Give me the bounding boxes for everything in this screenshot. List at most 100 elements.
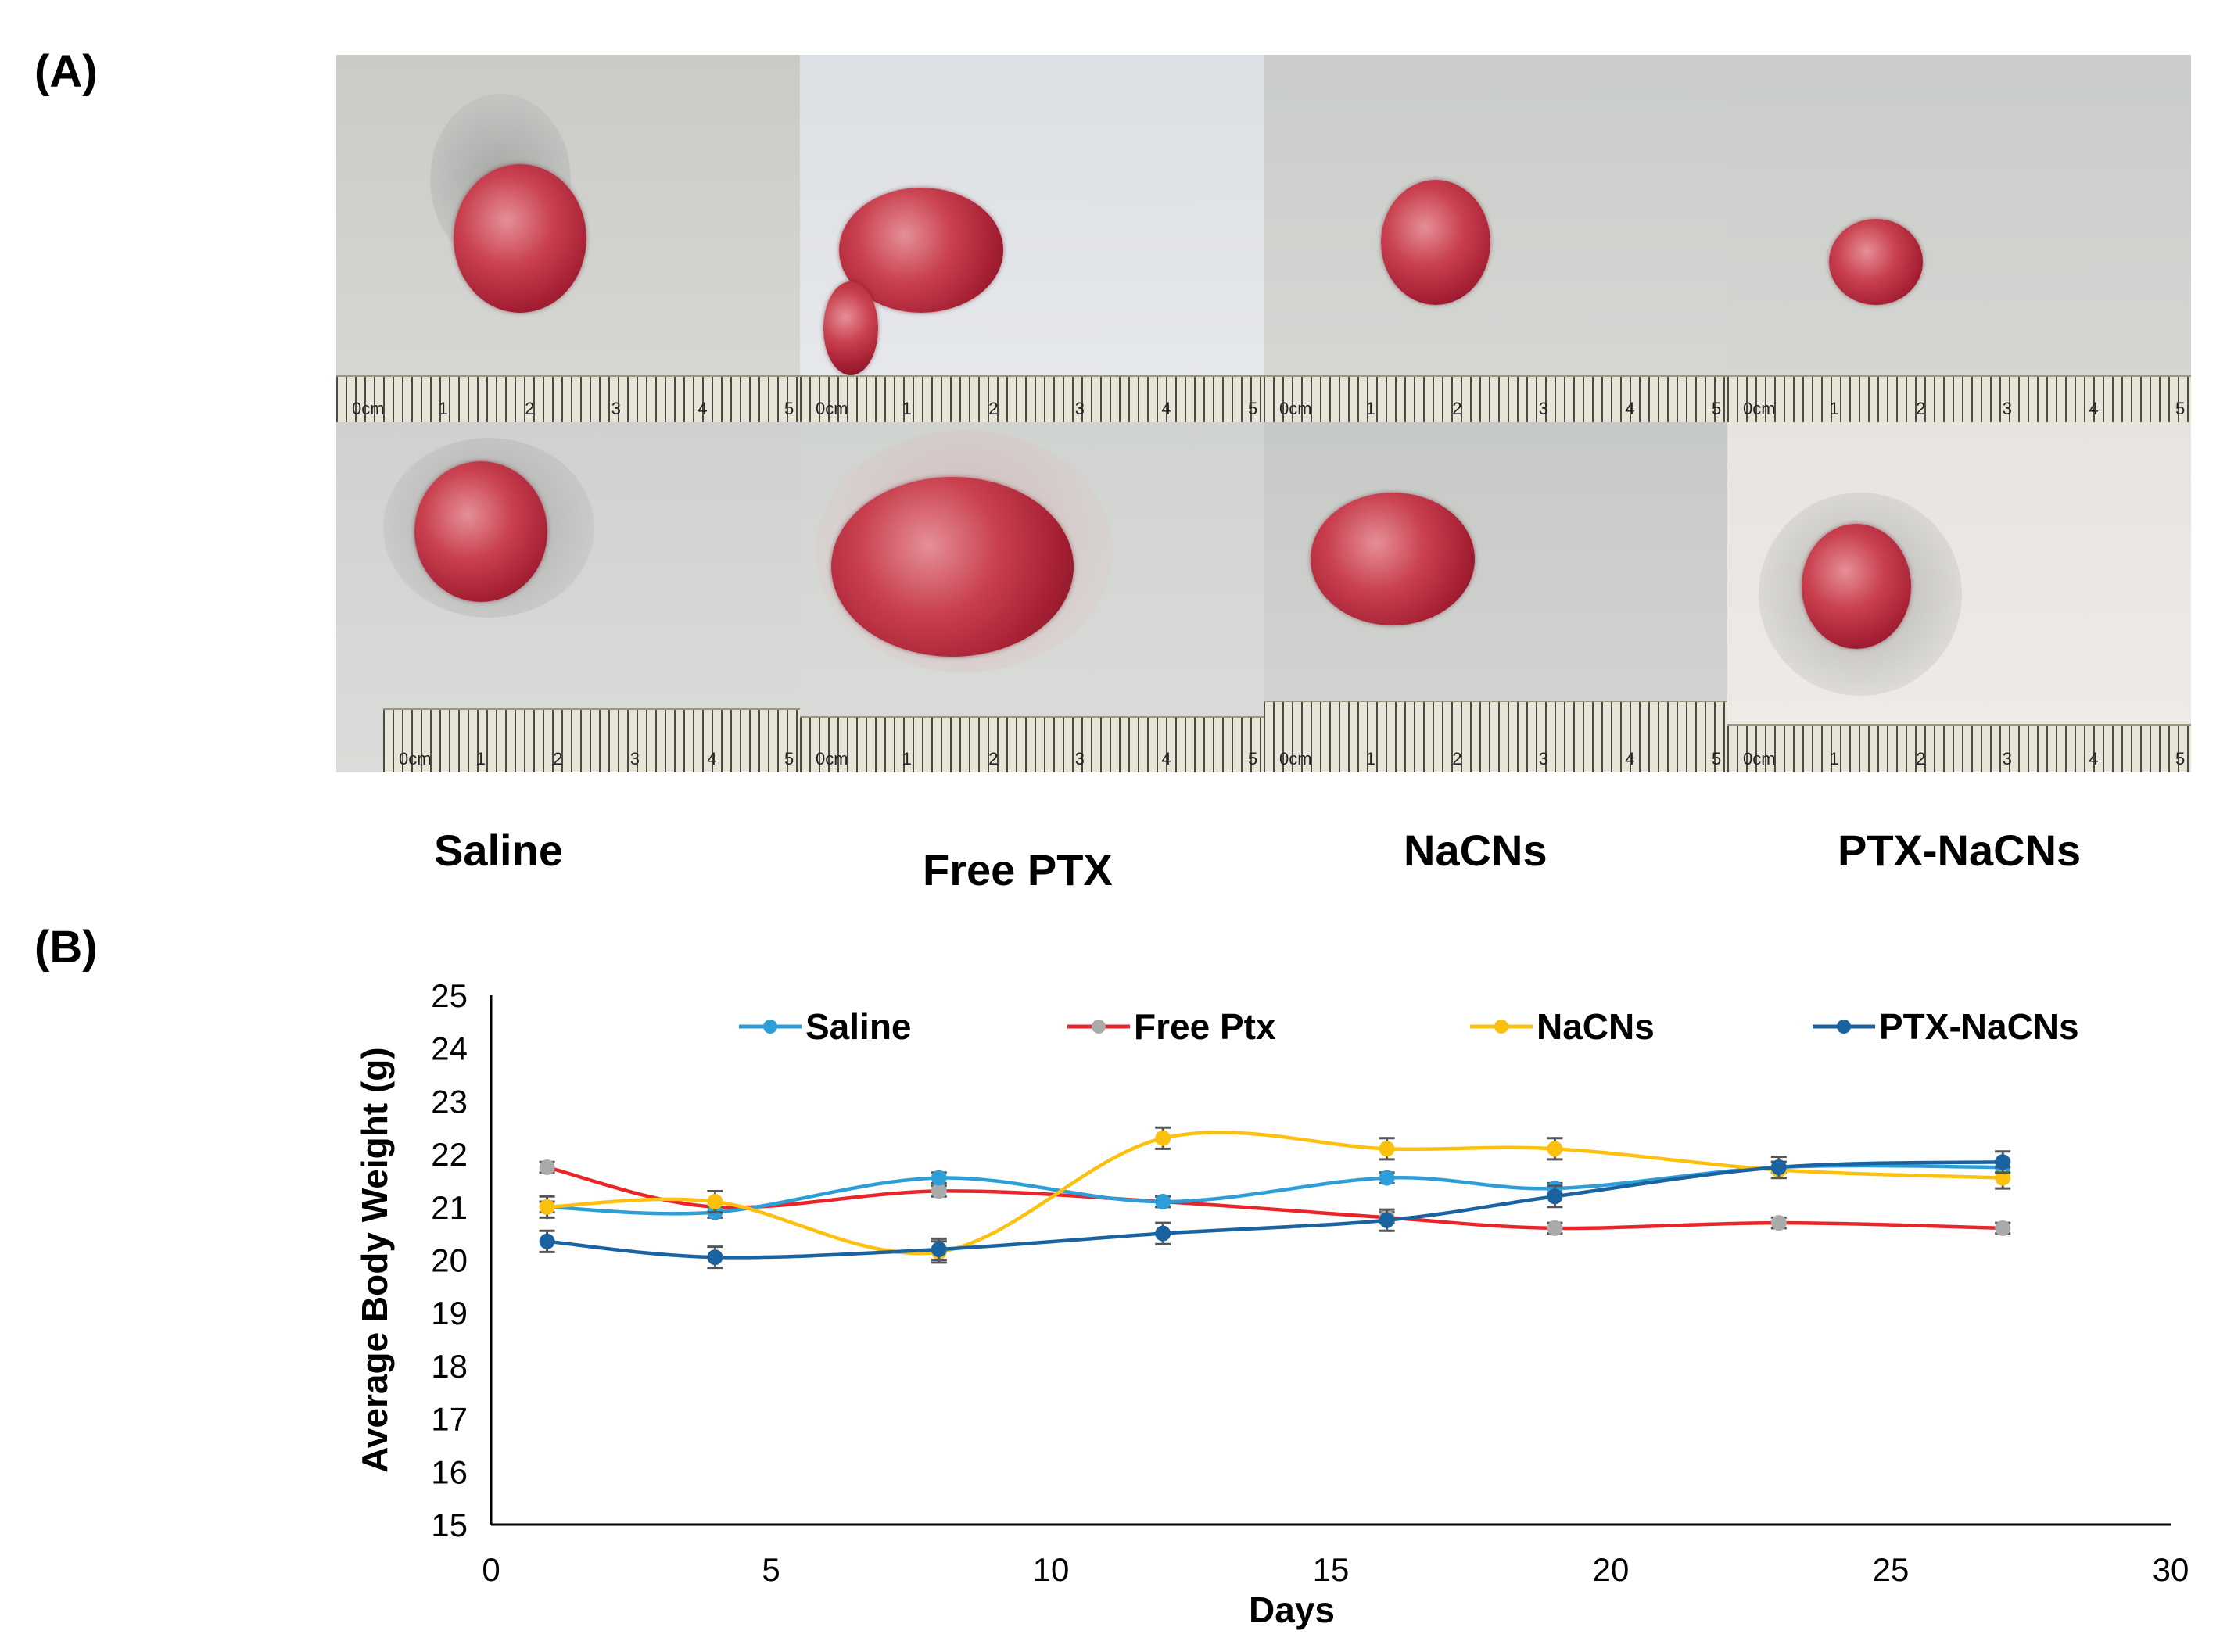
legend-label-free-ptx: Free Ptx (1134, 1006, 1276, 1047)
ruler-number: 1 (1365, 749, 1375, 769)
photo-ptx-nacns-1: 0cm 1 2 3 4 5 (1727, 55, 2191, 422)
ruler-number: 5 (1248, 399, 1258, 418)
ruler-number: 0cm (352, 399, 385, 418)
tumor-image (414, 461, 547, 602)
y-axis-title: Average Body Weight (g) (354, 1047, 395, 1472)
ruler-number: 0cm (816, 749, 848, 769)
group-label-saline: Saline (434, 826, 563, 875)
ruler-number: 2 (1916, 749, 1926, 769)
group-label-free-ptx: Free PTX (923, 845, 1113, 894)
ruler-number: 5 (2175, 399, 2186, 418)
data-point-ptx-nacns (1995, 1154, 2011, 1170)
ruler-number: 1 (902, 399, 912, 418)
data-point-saline (1379, 1170, 1395, 1186)
x-tick-label: 25 (1873, 1551, 1910, 1588)
data-point-free-ptx (1995, 1220, 2011, 1236)
data-point-ptx-nacns (539, 1233, 555, 1249)
y-tick-label: 17 (431, 1401, 468, 1438)
legend-marker-free-ptx (1092, 1020, 1106, 1034)
ruler-number: 3 (1074, 399, 1085, 418)
ruler-number: 5 (784, 749, 794, 769)
ruler: 0cm 1 2 3 4 5 (1264, 701, 1727, 772)
ruler-number: 1 (475, 749, 486, 769)
ruler-number: 0cm (399, 749, 432, 769)
ruler-number: 4 (1625, 749, 1635, 769)
y-tick-label: 25 (431, 977, 468, 1014)
data-point-ptx-nacns (931, 1241, 947, 1257)
ruler-number: 2 (1916, 399, 1926, 418)
ruler-number: 2 (988, 749, 999, 769)
ruler-number: 1 (1829, 749, 1839, 769)
legend-marker-ptx-nacns (1837, 1020, 1851, 1034)
ruler-number: 1 (902, 749, 912, 769)
x-axis-title: Days (1249, 1589, 1335, 1630)
ruler-number: 0cm (1743, 749, 1776, 769)
tumor-image (1311, 493, 1475, 625)
y-tick-label: 16 (431, 1453, 468, 1490)
photo-nacns-2: 0cm 1 2 3 4 5 (1264, 422, 1727, 772)
data-point-free-ptx (931, 1183, 947, 1199)
legend-marker-saline (763, 1020, 777, 1034)
data-point-free-ptx (1770, 1215, 1787, 1231)
ruler-number: 3 (1074, 749, 1085, 769)
data-point-free-ptx (1547, 1220, 1563, 1236)
data-point-ptx-nacns (1155, 1225, 1171, 1242)
x-tick-label: 20 (1593, 1551, 1630, 1588)
ruler-number: 3 (1538, 749, 1549, 769)
ruler-number: 2 (1452, 399, 1462, 418)
photo-nacns-1: 0cm 1 2 3 4 5 (1264, 55, 1727, 422)
legend-label-saline: Saline (805, 1006, 912, 1047)
ruler-number: 3 (1538, 399, 1549, 418)
data-point-ptx-nacns (1770, 1159, 1787, 1176)
ruler-number: 0cm (816, 399, 848, 418)
ruler-number: 1 (438, 399, 448, 418)
data-point-nacns (707, 1194, 723, 1210)
ruler: 0cm 1 2 3 4 5 (336, 375, 800, 422)
ruler-number: 1 (1365, 399, 1375, 418)
group-label-ptx-nacns: PTX-NaCNs (1838, 826, 2082, 875)
ruler-number: 3 (2002, 399, 2013, 418)
ruler-number: 4 (707, 749, 717, 769)
ruler: 0cm 1 2 3 4 5 (383, 708, 800, 772)
ruler-number: 5 (2175, 749, 2186, 769)
data-point-ptx-nacns (1547, 1188, 1563, 1205)
ruler-number: 3 (611, 399, 622, 418)
x-tick-label: 0 (482, 1551, 500, 1588)
legend-label-ptx-nacns: PTX-NaCNs (1879, 1006, 2079, 1047)
photo-free-ptx-1: 0cm 1 2 3 4 5 (800, 55, 1264, 422)
ruler-number: 2 (553, 749, 563, 769)
ruler-number: 2 (1452, 749, 1462, 769)
ruler-number: 4 (1161, 749, 1171, 769)
ruler: 0cm 1 2 3 4 5 (1727, 724, 2191, 772)
photo-ptx-nacns-2: 0cm 1 2 3 4 5 (1727, 422, 2191, 772)
ruler-number: 2 (988, 399, 999, 418)
x-tick-label: 15 (1313, 1551, 1350, 1588)
ruler-number: 5 (784, 399, 794, 418)
tumor-image (823, 281, 878, 375)
photo-saline-1: 0cm 1 2 3 4 5 (336, 55, 800, 422)
y-tick-label: 24 (431, 1030, 468, 1067)
y-tick-label: 23 (431, 1083, 468, 1120)
x-tick-label: 10 (1033, 1551, 1070, 1588)
ruler-number: 3 (629, 749, 640, 769)
photo-free-ptx-2: 0cm 1 2 3 4 5 (800, 422, 1264, 772)
ruler-number: 4 (1625, 399, 1635, 418)
ruler: 0cm 1 2 3 4 5 (1264, 375, 1727, 422)
data-point-ptx-nacns (1379, 1212, 1395, 1228)
x-tick-label: 30 (2153, 1551, 2189, 1588)
data-point-nacns (1547, 1141, 1563, 1157)
ruler-number: 3 (2002, 749, 2013, 769)
data-point-nacns (539, 1199, 555, 1215)
data-point-saline (931, 1170, 947, 1186)
ruler-number: 1 (1829, 399, 1839, 418)
series-line-nacns (547, 1131, 2003, 1256)
data-point-nacns (1379, 1141, 1395, 1157)
y-tick-label: 20 (431, 1242, 468, 1279)
y-tick-label: 21 (431, 1189, 468, 1226)
ruler-number: 4 (698, 399, 708, 418)
ruler: 0cm 1 2 3 4 5 (1727, 375, 2191, 422)
tumor-image (1829, 219, 1923, 305)
tumor-image (454, 164, 586, 313)
tumor-photo-grid: 0cm 1 2 3 4 5 0cm 1 2 3 4 5 0cm 1 2 3 4 5 0cm 1 2 3 4 5 0cm 1… (336, 55, 2191, 772)
